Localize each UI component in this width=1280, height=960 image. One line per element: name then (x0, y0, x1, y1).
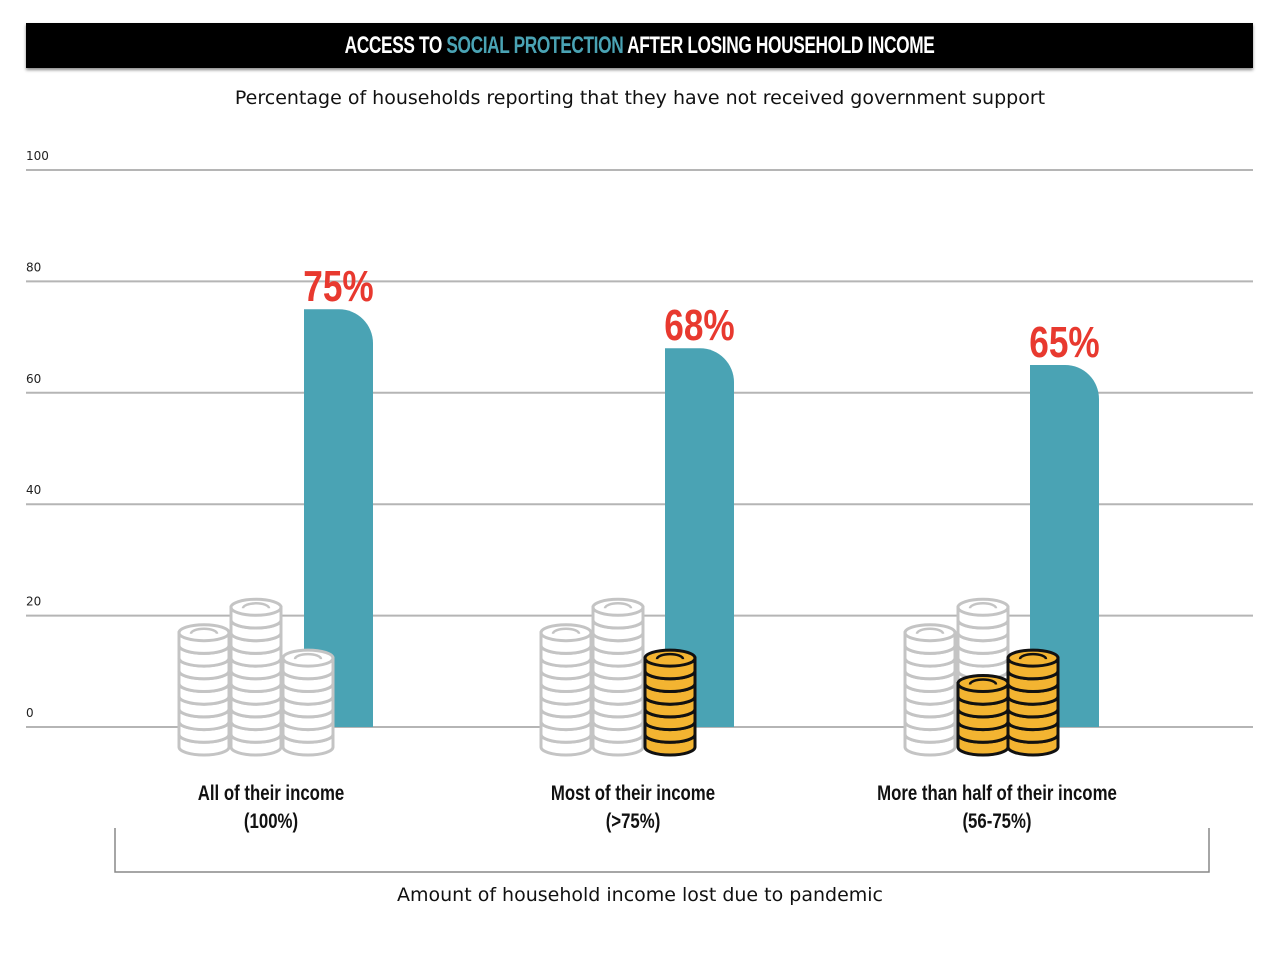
category-label: All of their income (198, 782, 344, 805)
coin-top (903, 623, 957, 643)
bar (304, 309, 373, 727)
category-label: More than half of their income (877, 782, 1117, 805)
coin-hole (915, 627, 945, 635)
coin-top (229, 597, 283, 617)
category-group: 65% More than half of their income (56-75%… (877, 318, 1117, 833)
y-tick-label: 60 (26, 372, 41, 386)
coin-hole (655, 652, 685, 660)
chart-subtitle: Percentage of households reporting that … (234, 87, 1046, 109)
coin-top (177, 623, 231, 643)
coin-stack-icon (903, 597, 1060, 757)
category-sublabel: (>75%) (606, 810, 661, 833)
y-tick-label: 20 (26, 595, 41, 609)
category-sublabel: (56-75%) (962, 810, 1031, 833)
coin-top (956, 597, 1010, 617)
chart-title-bar: ACCESS TO SOCIAL PROTECTION AFTER LOSING… (26, 23, 1253, 68)
bar (1030, 364, 1099, 727)
coin-top (591, 597, 645, 617)
coin-top (643, 648, 697, 668)
coin-top (956, 674, 1010, 693)
value-label: 68% (664, 302, 734, 351)
category-group: 68% Most of their income (>75%) (539, 302, 735, 834)
category-group: 75% All of their income (100%) (177, 263, 374, 834)
coin-hole (968, 678, 998, 685)
title-highlight: SOCIAL PROTECTION (446, 31, 624, 59)
coin-hole (189, 627, 219, 635)
coin-hole (1018, 652, 1048, 660)
y-tick-label: 0 (26, 706, 34, 720)
x-axis-label: Amount of household income lost due to p… (397, 884, 883, 906)
coin-hole (293, 652, 323, 660)
title-part: AFTER LOSING HOUSEHOLD INCOME (623, 31, 935, 59)
coin-stack-icon (539, 597, 697, 757)
title-part: ACCESS TO (344, 31, 447, 59)
value-label: 65% (1029, 318, 1099, 367)
coin-hole (241, 602, 271, 609)
y-tick-label: 80 (26, 260, 41, 274)
coin-stack-icon (177, 597, 335, 757)
value-label: 75% (303, 263, 373, 312)
coin-top (281, 648, 335, 668)
coin-top (539, 623, 593, 643)
chart-title: ACCESS TO SOCIAL PROTECTION AFTER LOSING… (345, 32, 935, 60)
y-tick-label: 100 (26, 149, 49, 163)
coin-hole (968, 602, 998, 609)
bar (665, 348, 734, 727)
coin-hole (551, 627, 581, 635)
category-sublabel: (100%) (244, 810, 298, 833)
y-tick-label: 40 (26, 483, 41, 497)
x-axis-bracket (114, 828, 1210, 873)
coin-top (1006, 648, 1060, 668)
category-label: Most of their income (551, 782, 715, 805)
coin-hole (603, 602, 633, 609)
